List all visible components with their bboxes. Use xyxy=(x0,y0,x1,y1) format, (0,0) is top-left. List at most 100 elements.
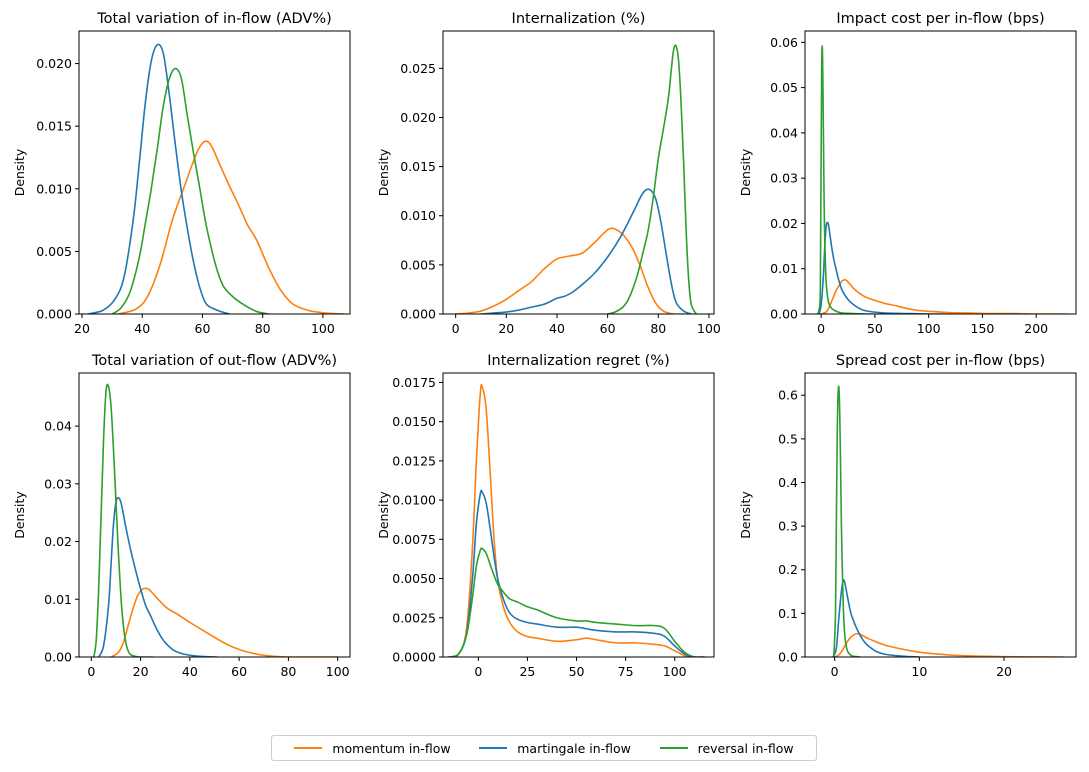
chart-title: Total variation of in-flow (ADV%) xyxy=(96,11,332,27)
x-tick-label: 20 xyxy=(74,321,90,336)
chart-title: Internalization regret (%) xyxy=(487,353,670,369)
y-tick-label: 0.000 xyxy=(36,307,72,322)
axes-frame xyxy=(78,372,351,658)
y-tick-label: 0.00 xyxy=(44,650,72,665)
x-tick-label: 80 xyxy=(280,664,296,679)
y-axis-label: Density xyxy=(376,148,391,196)
y-axis-label: Density xyxy=(12,148,27,196)
x-tick-label: 100 xyxy=(663,664,687,679)
legend-label-martingale: martingale in-flow xyxy=(517,740,631,756)
axes-frame xyxy=(78,30,351,315)
x-tick-label: 80 xyxy=(255,321,271,336)
y-tick-label: 0.0025 xyxy=(392,610,436,625)
chart-panel-5: Internalization regret (%) Density 0.0000 0… xyxy=(376,353,715,679)
chart-title: Impact cost per in-flow (bps) xyxy=(836,11,1044,27)
series-line-martingale-in-flow xyxy=(818,221,946,314)
chart-panel-2: Internalization (%) Density 0.000 0.005 0.01… xyxy=(376,11,721,336)
x-tick-label: 0 xyxy=(87,664,95,679)
series-line-martingale-in-flow xyxy=(97,496,218,657)
y-tick-label: 0.010 xyxy=(400,208,436,223)
series-line-momentum-in-flow xyxy=(820,278,1070,314)
y-tick-label: 0.025 xyxy=(400,61,436,76)
series-line-reversal-in-flow xyxy=(832,385,861,657)
series-line-momentum-in-flow xyxy=(448,383,705,657)
chart-panel-1: Total variation of in-flow (ADV%) Density… xyxy=(12,11,351,336)
x-tick-label: 100 xyxy=(311,321,335,336)
y-tick-label: 0.02 xyxy=(44,534,72,549)
y-tick-label: 0.0175 xyxy=(392,375,436,390)
y-tick-label: 0.03 xyxy=(44,476,72,491)
chart-title: Total variation of out-flow (ADV%) xyxy=(91,353,337,369)
series-line-reversal-in-flow xyxy=(817,45,874,314)
y-axis-label: Density xyxy=(738,491,753,539)
y-tick-label: 0.0100 xyxy=(392,493,436,508)
x-tick-label: 60 xyxy=(195,321,211,336)
y-tick-label: 0.6 xyxy=(778,388,798,403)
x-tick-label: 0 xyxy=(817,321,825,336)
y-tick-label: 0.020 xyxy=(36,56,72,71)
x-tick-label: 60 xyxy=(600,321,616,336)
y-tick-label: 0.02 xyxy=(770,216,798,231)
x-tick-label: 20 xyxy=(133,664,149,679)
series-line-reversal-in-flow xyxy=(448,547,705,657)
y-tick-label: 0.010 xyxy=(36,181,72,196)
x-tick-label: 50 xyxy=(569,664,585,679)
y-axis-label: Density xyxy=(12,491,27,539)
chart-title: Spread cost per in-flow (bps) xyxy=(836,353,1045,369)
x-tick-label: 0 xyxy=(831,664,839,679)
series-line-reversal-in-flow xyxy=(92,383,154,657)
x-tick-label: 80 xyxy=(650,321,666,336)
x-tick-label: 100 xyxy=(917,321,941,336)
legend-item-martingale: martingale in-flow xyxy=(479,741,631,756)
x-tick-label: 40 xyxy=(182,664,198,679)
x-tick-label: 60 xyxy=(231,664,247,679)
axes-frame xyxy=(442,30,715,315)
legend-swatch-momentum xyxy=(294,747,323,749)
legend-item-momentum: momentum in-flow xyxy=(294,740,451,756)
y-axis-label: Density xyxy=(738,148,753,196)
series-line-martingale-in-flow xyxy=(832,579,921,657)
series-line-reversal-in-flow xyxy=(111,67,270,314)
y-tick-label: 0.0000 xyxy=(392,650,436,665)
y-tick-label: 0.2 xyxy=(778,562,798,577)
series-line-reversal-in-flow xyxy=(606,44,698,314)
y-tick-label: 0.0125 xyxy=(392,453,436,468)
y-tick-label: 0.0075 xyxy=(392,532,436,547)
y-tick-label: 0.03 xyxy=(770,171,798,186)
series-line-momentum-in-flow xyxy=(833,632,1065,657)
axes-frame xyxy=(442,372,715,658)
series-line-momentum-in-flow xyxy=(454,227,685,314)
chart-title: Internalization (%) xyxy=(512,11,646,27)
x-tick-label: 100 xyxy=(697,321,721,336)
series-line-momentum-in-flow xyxy=(117,140,345,314)
legend-label-momentum: momentum in-flow xyxy=(332,740,451,756)
legend-swatch-reversal xyxy=(659,747,688,749)
chart-panel-6: Spread cost per in-flow (bps) Density 0.0 0… xyxy=(738,353,1077,679)
y-tick-label: 0.0150 xyxy=(392,414,436,429)
series-line-martingale-in-flow xyxy=(87,43,231,314)
series-line-momentum-in-flow xyxy=(110,587,339,657)
y-tick-label: 0.06 xyxy=(770,35,798,50)
legend: momentum in-flow martingale in-flow reve… xyxy=(271,735,817,761)
y-tick-label: 0.05 xyxy=(770,80,798,95)
x-tick-label: 40 xyxy=(549,321,565,336)
y-tick-label: 0.0 xyxy=(778,650,798,665)
y-tick-label: 0.3 xyxy=(778,519,798,534)
y-tick-label: 0.01 xyxy=(770,261,798,276)
y-tick-label: 0.020 xyxy=(400,110,436,125)
y-tick-label: 0.0050 xyxy=(392,571,436,586)
x-tick-label: 50 xyxy=(867,321,883,336)
x-tick-label: 100 xyxy=(326,664,350,679)
axes-frame xyxy=(804,372,1077,658)
y-axis-label: Density xyxy=(376,491,391,539)
chart-panel-4: Total variation of out-flow (ADV%) Densit… xyxy=(12,353,351,679)
legend-label-reversal: reversal in-flow xyxy=(697,740,794,756)
axes-frame xyxy=(804,30,1077,315)
x-tick-label: 20 xyxy=(996,664,1012,679)
legend-swatch-martingale xyxy=(479,747,508,749)
x-tick-label: 20 xyxy=(498,321,514,336)
y-tick-label: 0.04 xyxy=(770,125,798,140)
x-tick-label: 200 xyxy=(1024,321,1048,336)
y-tick-label: 0.4 xyxy=(778,475,798,490)
y-tick-label: 0.04 xyxy=(44,419,72,434)
